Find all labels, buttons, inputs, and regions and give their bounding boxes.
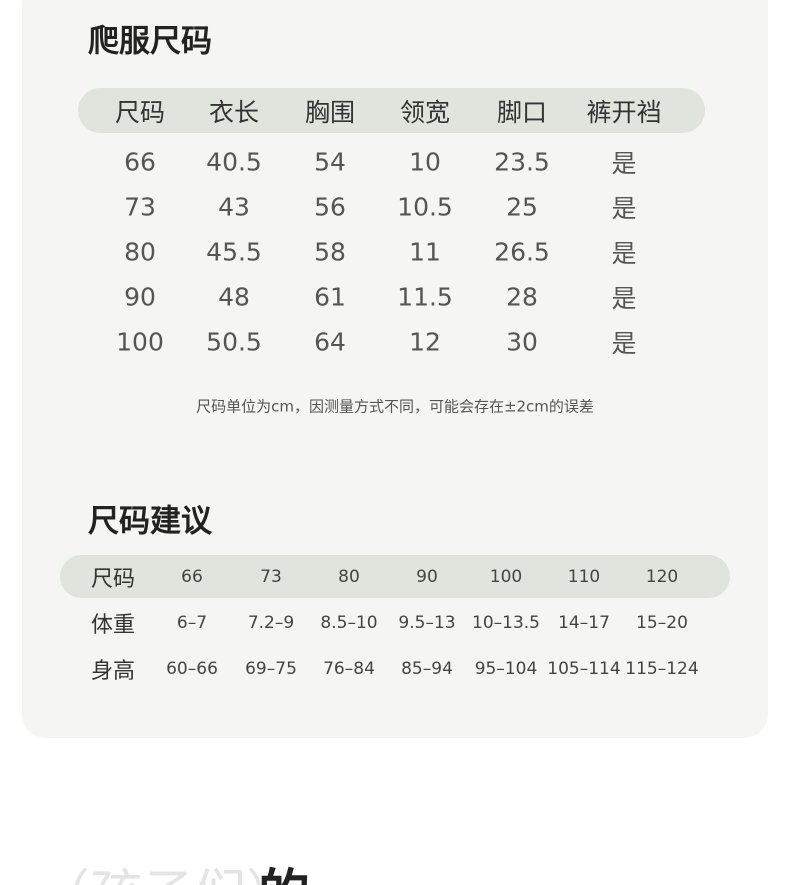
- row-label: 体重: [90, 613, 136, 638]
- cell: 是: [611, 149, 637, 178]
- cell: 50.5: [206, 327, 262, 357]
- cell: 9.5–13: [398, 613, 456, 633]
- cell: 73: [260, 567, 282, 587]
- cell: 54: [314, 147, 346, 177]
- cell: 43: [218, 192, 250, 222]
- cell: 14–17: [558, 613, 610, 633]
- cell: 10–13.5: [472, 613, 540, 633]
- cell: 25: [506, 192, 538, 222]
- cell: 是: [611, 239, 637, 268]
- cell: 69–75: [245, 659, 297, 679]
- cell: 64: [314, 327, 346, 357]
- cell: 85–94: [401, 659, 453, 679]
- row-label: 身高: [90, 659, 136, 684]
- cell: 110: [567, 567, 601, 587]
- cell: 90: [124, 282, 156, 312]
- cell: 61: [314, 282, 346, 312]
- cell: 23.5: [494, 147, 550, 177]
- column-header: 胸围: [304, 98, 356, 127]
- note: 尺码单位为cm，因测量方式不同，可能会存在±2cm的误差: [196, 397, 594, 416]
- cell: 15–20: [636, 613, 688, 633]
- cell: 66: [181, 567, 203, 587]
- section-title: 尺码建议: [88, 503, 212, 540]
- column-header: 尺码: [114, 98, 166, 127]
- cell: 100: [489, 567, 523, 587]
- cell: 100: [116, 327, 164, 357]
- faded-heading: （孩子们）: [38, 852, 298, 885]
- cell: 115–124: [625, 659, 699, 679]
- cell: 90: [416, 567, 438, 587]
- cell: 10.5: [397, 192, 453, 222]
- cell: 48: [218, 282, 250, 312]
- cell: 66: [124, 147, 156, 177]
- row-label: 尺码: [90, 567, 136, 592]
- cell: 11: [409, 237, 441, 267]
- cell: 12: [409, 327, 441, 357]
- cell: 58: [314, 237, 346, 267]
- column-header: 衣长: [208, 98, 260, 127]
- cell: 10: [409, 147, 441, 177]
- cell: 120: [645, 567, 679, 587]
- cell: 105–114: [547, 659, 621, 679]
- section-title: 爬服尺码: [88, 23, 212, 60]
- cell: 11.5: [397, 282, 453, 312]
- cell: 56: [314, 192, 346, 222]
- cell: 是: [611, 329, 637, 358]
- heading: 的: [258, 852, 310, 885]
- cell: 60–66: [166, 659, 218, 679]
- cell: 是: [611, 194, 637, 223]
- cell: 45.5: [206, 237, 262, 267]
- cell: 95–104: [474, 659, 538, 679]
- column-header: 领宽: [399, 98, 451, 127]
- column-header: 裤开裆: [586, 98, 662, 127]
- cell: 30: [506, 327, 538, 357]
- header-pill: [60, 555, 730, 598]
- cell: 8.5–10: [320, 613, 378, 633]
- cell: 是: [611, 284, 637, 313]
- cell: 73: [124, 192, 156, 222]
- cell: 76–84: [323, 659, 375, 679]
- header-pill: [78, 88, 705, 133]
- cell: 80: [124, 237, 156, 267]
- cell: 26.5: [494, 237, 550, 267]
- cell: 80: [338, 567, 360, 587]
- cell: 6–7: [176, 613, 208, 633]
- cell: 28: [506, 282, 538, 312]
- cell: 40.5: [206, 147, 262, 177]
- cell: 7.2–9: [247, 613, 295, 633]
- column-header: 脚口: [496, 98, 548, 127]
